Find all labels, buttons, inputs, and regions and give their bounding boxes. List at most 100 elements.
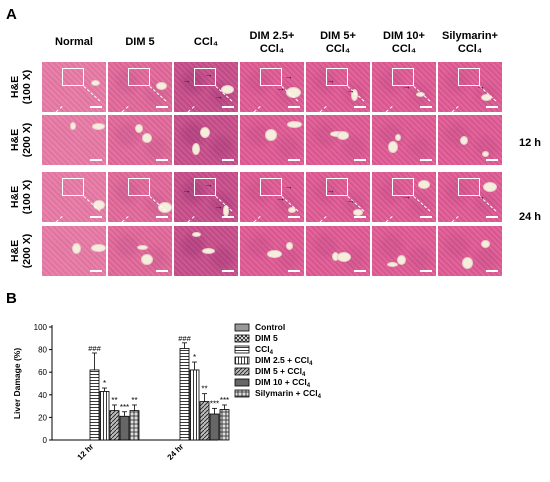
vessel-lumen [397,255,406,265]
histology-image [306,226,370,276]
histology-image: → → [240,62,304,112]
vessel-lumen [192,232,201,237]
legend-label: DIM 10 + CCl4 [255,377,311,389]
arrow-icon: → [276,83,285,93]
significance-label: * [193,353,196,362]
bar [109,410,120,441]
histology-image [438,115,502,165]
arrow-icon: → [284,181,293,191]
significance-label: ### [178,334,191,343]
scale-bar [222,216,234,218]
column-header: DIM 5 [108,36,172,49]
legend-swatch [234,389,250,398]
histology-image: → → [306,172,370,222]
y-tick-label: 20 [38,413,47,422]
column-header-line1: DIM 5 [125,36,155,48]
zoom-box [194,178,216,196]
zoom-box [392,178,414,196]
histology-image [372,226,436,276]
y-tick-label: 60 [38,368,47,377]
zoom-box [392,68,414,86]
column-header-line1: Normal [55,36,93,48]
bar [99,391,110,441]
bar [199,401,210,441]
significance-label: *** [210,399,219,408]
zoom-box [260,68,282,86]
significance-label: * [103,379,106,388]
bar [119,415,130,441]
vessel-lumen [387,262,398,267]
significance-label: ** [201,385,207,394]
scale-bar [90,216,102,218]
legend-swatch [234,378,250,387]
y-tick-label: 80 [38,346,47,355]
histology-image: → [438,172,502,222]
vessel-lumen [416,92,425,97]
histology-image [108,115,172,165]
vessel-lumen [418,180,430,189]
column-header-line1: DIM 5+ [320,30,356,42]
histology-image [42,62,106,112]
scale-bar [222,270,234,272]
legend-swatch [234,334,250,343]
scale-bar [222,159,234,161]
column-header-line2: CCl₄ [457,43,483,55]
vessel-lumen [142,133,152,143]
category-label: 12 hr [76,442,96,462]
significance-label: ** [111,396,117,405]
legend-label: DIM 5 + CCl4 [255,366,306,378]
vessel-lumen [141,254,153,265]
row-label-magnification: (200 X) [21,122,33,158]
column-header-line2: CCl₄ [259,43,285,55]
arrow-icon: → [326,75,335,85]
panel-a-label: A [6,6,17,23]
histology-image [42,172,106,222]
legend-label: CCl4 [255,344,274,356]
arrow-icon: → [182,185,191,195]
scale-bar [486,159,498,161]
histology-image [108,226,172,276]
y-tick-label: 100 [34,323,48,332]
y-tick-label: 40 [38,391,47,400]
vessel-lumen [91,80,100,86]
row-label-stain: H&E [9,185,21,209]
row-label-stain: H&E [9,128,21,152]
column-header: Normal [42,36,106,49]
row-label-magnification: (200 X) [21,233,33,269]
time-label-24h: 24 h [519,211,542,223]
histology-image [174,115,238,165]
histology-image: → → [240,172,304,222]
arrow-icon: → [346,195,355,205]
vessel-lumen [93,200,105,210]
histology-image [438,226,502,276]
scale-bar [420,159,432,161]
histology-image: → → [306,62,370,112]
legend-swatch [234,323,250,332]
scale-bar [288,159,300,161]
column-header-line2: CCl₄ [325,43,351,55]
scale-bar [354,216,366,218]
column-header: DIM 10+ CCl₄ [372,30,436,56]
row-label: H&E (200 X) [9,226,35,276]
vessel-lumen [135,124,143,133]
arrow-icon: → [476,81,485,91]
arrow-icon: → [476,191,485,201]
vessel-lumen [460,136,468,145]
scale-bar [354,270,366,272]
vessel-lumen [337,252,351,262]
zoom-box [62,68,84,86]
arrow-icon: → [284,71,293,81]
zoom-box [128,68,150,86]
vessel-lumen [337,131,349,140]
vessel-lumen [202,248,215,254]
legend-label: DIM 2.5 + CCl4 [255,355,313,367]
vessel-lumen [483,182,497,192]
bar [89,369,100,441]
vessel-lumen [388,141,398,153]
scale-bar [156,270,168,272]
row-label-stain: H&E [9,239,21,263]
histology-image: → → → [174,172,238,222]
arrow-icon: → [204,69,213,79]
vessel-lumen [462,257,473,269]
zoom-box [62,178,84,196]
